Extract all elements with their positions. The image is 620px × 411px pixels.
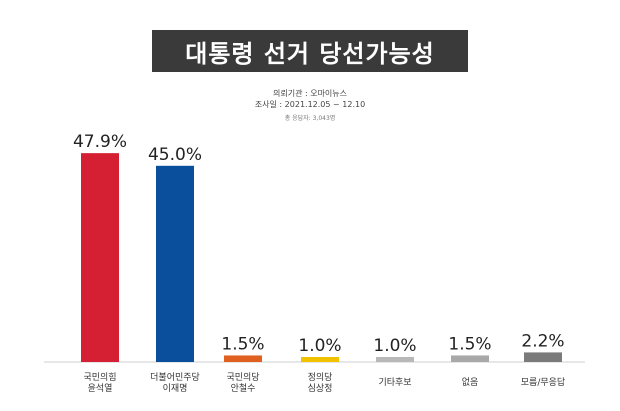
- bar-4: [376, 357, 414, 362]
- bar-6: [524, 352, 562, 362]
- bar-3: [301, 357, 339, 362]
- bar-1: [156, 165, 194, 362]
- category-label-4-0: 기타후보: [378, 377, 411, 388]
- category-label-0-1: 윤석열: [88, 383, 113, 394]
- category-label-2-1: 안철수: [231, 383, 256, 394]
- category-label-1-1: 이재명: [163, 383, 188, 394]
- value-label-4: 1.0%: [373, 336, 416, 356]
- category-label-0-0: 국민의힘: [83, 372, 116, 383]
- value-label-0: 47.9%: [73, 132, 127, 152]
- category-label-1-0: 더불어민주당: [150, 372, 200, 383]
- category-label-3-0: 정의당: [308, 372, 333, 383]
- value-label-1: 45.0%: [148, 145, 202, 165]
- survey-period: 조사일 : 2021.12.05 ~ 12.10: [254, 100, 366, 109]
- value-label-5: 1.5%: [448, 334, 491, 354]
- bar-0: [81, 153, 119, 362]
- survey-respondents: 총 응답자: 3,043명: [284, 115, 336, 122]
- bar-5: [451, 355, 489, 362]
- chart-title: 대통령 선거 당선가능성: [152, 30, 468, 72]
- category-label-5-0: 없음: [462, 377, 479, 388]
- bar-2: [224, 355, 262, 362]
- value-label-6: 2.2%: [521, 331, 564, 351]
- category-label-3-1: 심상정: [308, 383, 333, 394]
- category-label-2-0: 국민의당: [226, 372, 259, 383]
- survey-agency: 의뢰기관 : 오마이뉴스: [272, 89, 348, 98]
- category-label-6-0: 모름/무응답: [521, 376, 565, 388]
- value-label-2: 1.5%: [221, 334, 264, 354]
- value-label-3: 1.0%: [298, 336, 341, 356]
